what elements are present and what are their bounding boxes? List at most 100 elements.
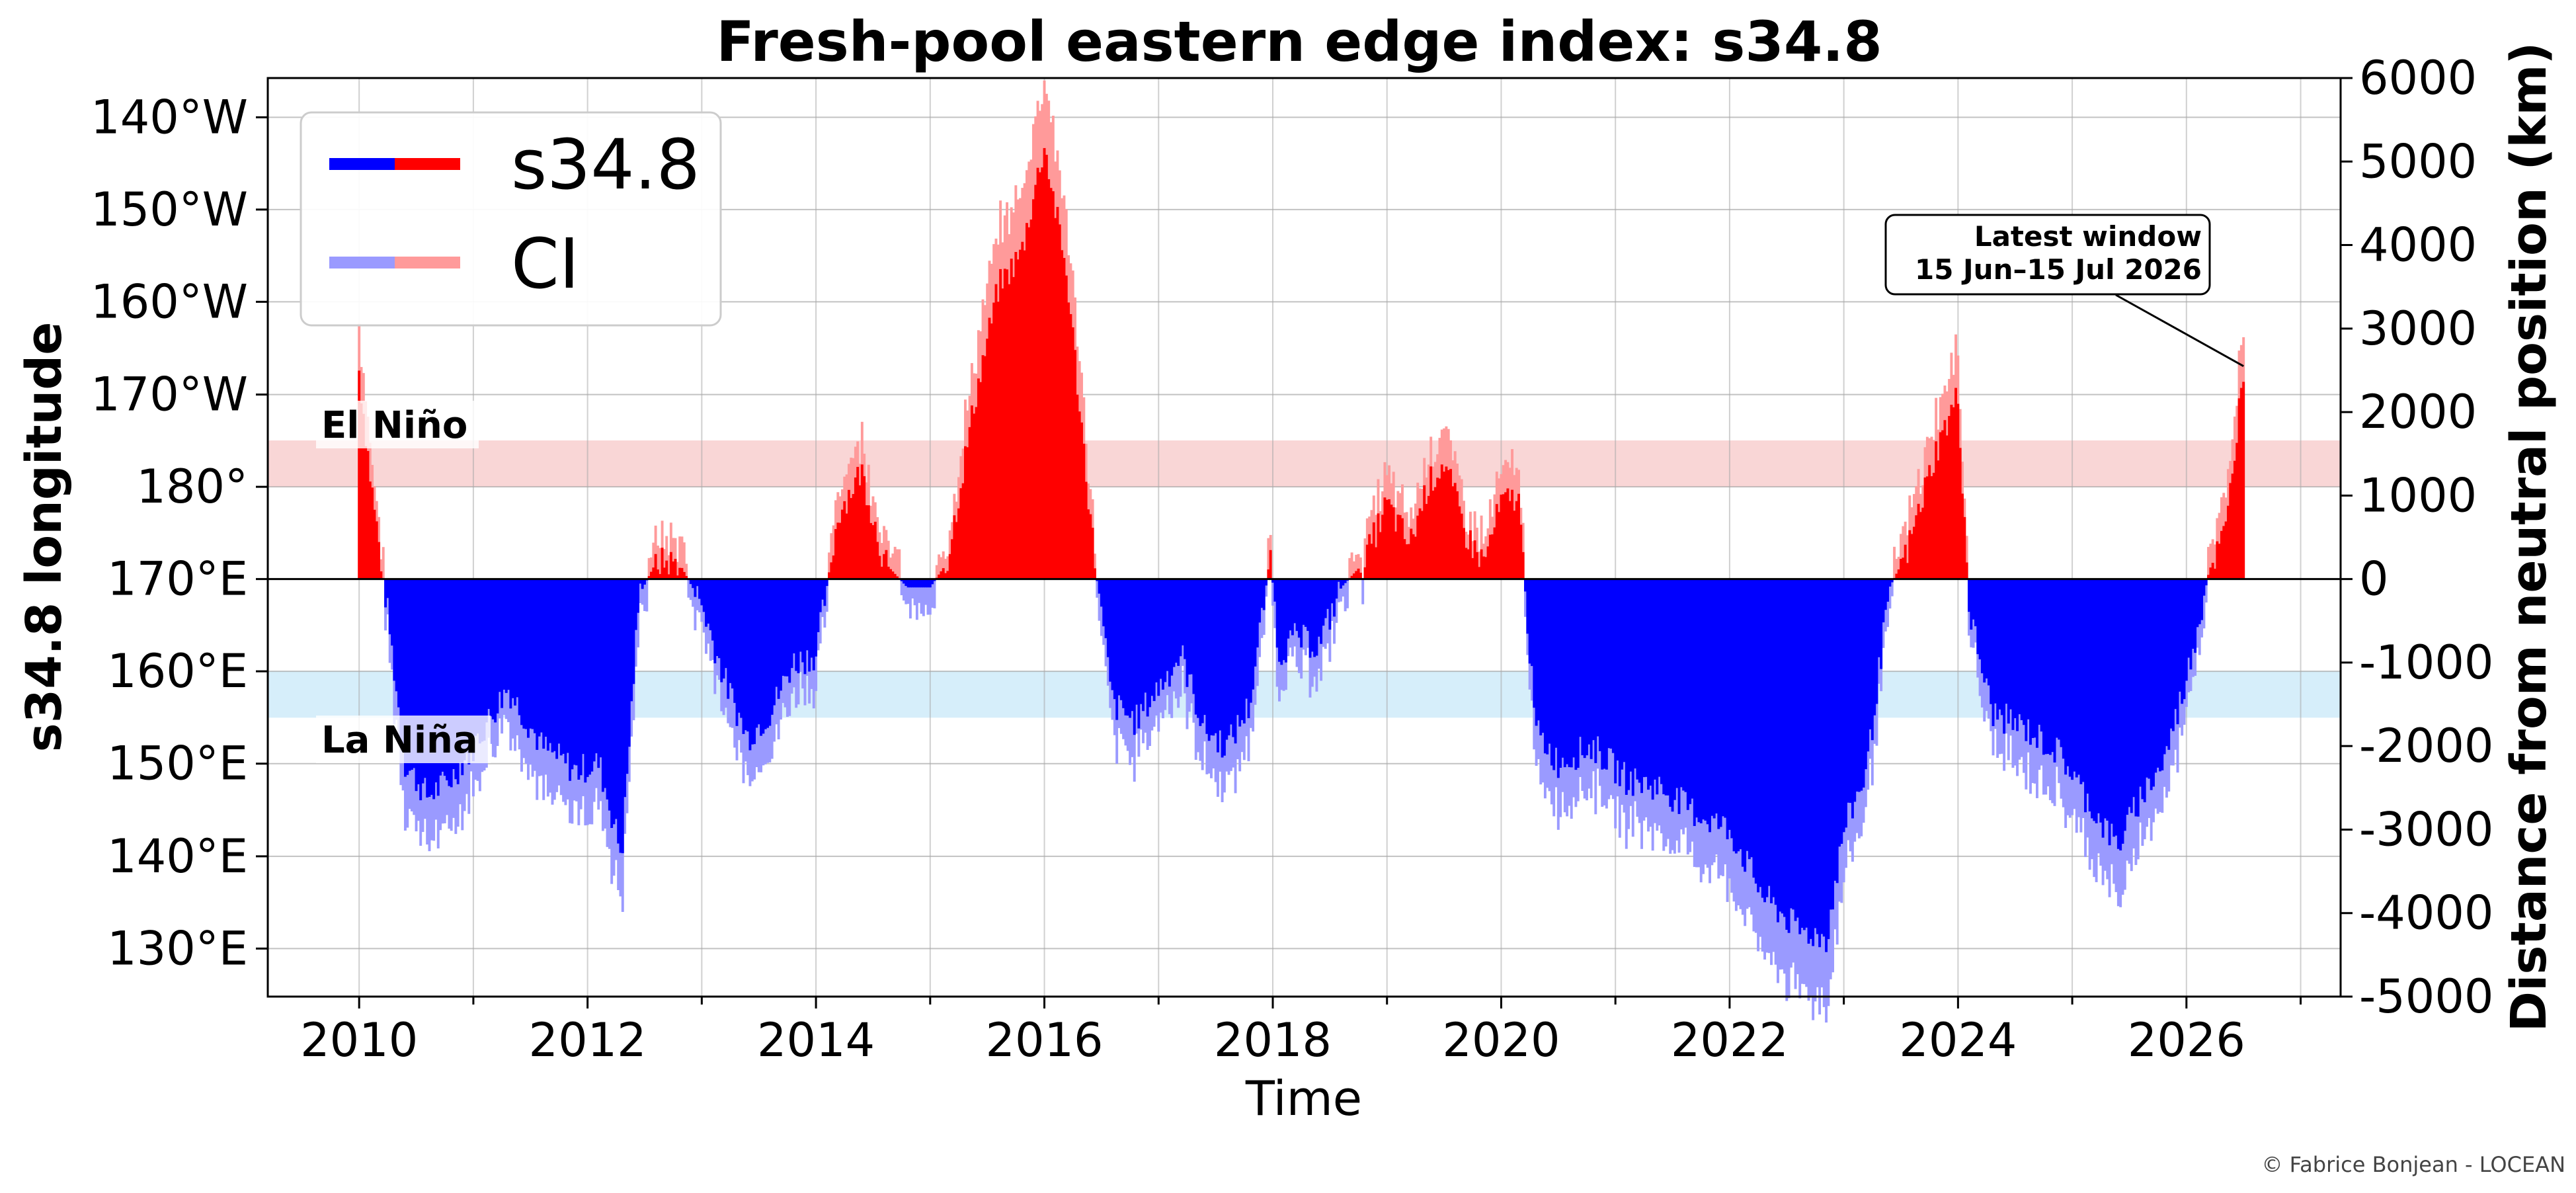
data-bar xyxy=(516,579,519,698)
ci-bar xyxy=(656,545,659,579)
ci-bar xyxy=(1326,579,1330,643)
data-bar xyxy=(459,579,462,763)
data-bar xyxy=(584,579,587,783)
data-bar xyxy=(1508,501,1511,579)
data-bar xyxy=(685,576,688,579)
right-axis-ticks: 6000 5000 4000 3000 2000 1000 0 -1000 -2000 -3000… xyxy=(2341,51,2493,1024)
data-bar xyxy=(1961,493,1964,579)
data-bar xyxy=(1449,469,1453,579)
data-bar xyxy=(2033,579,2036,738)
data-bar xyxy=(1440,464,1443,579)
x-tick-label: 2022 xyxy=(1671,1013,1789,1067)
data-bar xyxy=(1592,579,1595,741)
data-bar xyxy=(1463,528,1465,579)
data-bar xyxy=(1416,515,1420,579)
data-bar xyxy=(748,579,752,751)
data-bar xyxy=(1152,579,1156,702)
data-bar xyxy=(1719,579,1722,827)
ci-bar xyxy=(887,540,890,579)
data-bar xyxy=(1482,556,1485,579)
data-bar xyxy=(1895,573,1898,579)
data-bar xyxy=(858,485,862,579)
data-bar xyxy=(456,579,460,784)
ci-bar xyxy=(926,579,930,615)
data-bar xyxy=(1677,579,1681,814)
data-bar xyxy=(1113,579,1116,700)
data-bar xyxy=(832,555,835,579)
data-bar xyxy=(489,579,493,717)
data-bar xyxy=(557,579,561,744)
data-bar xyxy=(1504,492,1508,579)
data-bar xyxy=(395,579,398,692)
data-bar xyxy=(471,579,475,762)
x-tick-label: 2014 xyxy=(757,1013,875,1067)
data-bar xyxy=(2183,579,2186,700)
data-bar xyxy=(1291,579,1294,636)
data-bar xyxy=(1146,579,1149,717)
data-bar xyxy=(801,579,805,663)
data-bar xyxy=(753,579,756,745)
ci-bar xyxy=(641,579,644,605)
data-bar xyxy=(1568,579,1571,768)
data-bar xyxy=(977,378,980,579)
data-bar xyxy=(610,579,614,828)
data-bar xyxy=(1031,199,1035,579)
data-bar xyxy=(1453,483,1457,579)
data-bar xyxy=(1669,579,1672,807)
data-bar xyxy=(1256,579,1259,648)
data-bar xyxy=(1227,579,1230,735)
data-bar xyxy=(790,579,793,669)
data-bar xyxy=(1170,579,1174,676)
data-bar xyxy=(1232,579,1235,737)
data-bar xyxy=(1574,579,1578,770)
data-bar xyxy=(1869,579,1872,729)
data-bar xyxy=(1236,579,1239,716)
data-bar xyxy=(680,567,684,579)
data-bar xyxy=(797,579,800,674)
data-bar xyxy=(467,579,471,764)
data-bar xyxy=(1410,528,1413,579)
data-bar xyxy=(1965,562,1968,579)
data-bar xyxy=(1757,579,1760,893)
data-bar xyxy=(1563,579,1566,768)
data-bar xyxy=(2146,579,2148,778)
data-bar xyxy=(1067,302,1070,579)
data-bar xyxy=(944,573,947,579)
data-bar xyxy=(1194,579,1197,715)
data-bar xyxy=(597,579,600,768)
data-bar xyxy=(1709,579,1711,833)
data-bar xyxy=(996,302,1000,579)
ci-bar xyxy=(1363,538,1367,579)
data-bar xyxy=(1761,579,1764,898)
data-bar xyxy=(627,579,631,747)
data-bar xyxy=(1998,579,2001,710)
data-bar xyxy=(375,521,378,579)
ci-bar xyxy=(911,579,914,598)
data-bar xyxy=(408,579,411,771)
data-bar xyxy=(1851,579,1854,819)
data-bar xyxy=(1862,579,1865,788)
data-bar xyxy=(555,579,559,759)
data-bar xyxy=(2134,579,2138,817)
data-bar xyxy=(1880,579,1883,669)
ci-bar xyxy=(1480,515,1483,579)
data-bar xyxy=(2099,579,2103,823)
ci-bar xyxy=(689,579,692,600)
data-bar xyxy=(782,579,785,676)
ci-bar xyxy=(1273,579,1277,628)
data-bar xyxy=(604,579,607,788)
data-bar xyxy=(815,579,818,657)
ci-bar xyxy=(382,547,385,579)
el-nino-label-bg xyxy=(316,401,479,448)
data-bar xyxy=(2209,567,2212,579)
data-bar xyxy=(856,467,860,579)
ci-bar xyxy=(920,579,923,614)
data-bar xyxy=(990,323,993,579)
data-bar xyxy=(1570,579,1573,768)
ci-bar xyxy=(694,579,697,631)
data-bar xyxy=(652,567,655,579)
data-bar xyxy=(529,579,532,729)
data-bar xyxy=(2196,579,2199,628)
data-bar xyxy=(2235,442,2239,579)
data-bar xyxy=(1104,579,1107,639)
